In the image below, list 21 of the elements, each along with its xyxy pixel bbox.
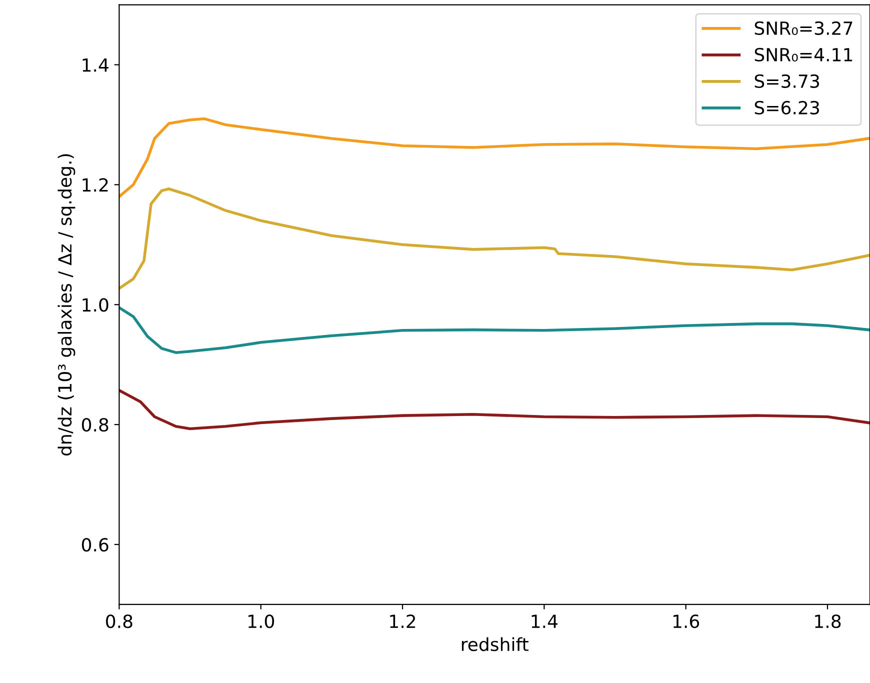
x-tick-label: 1.4 <box>532 614 558 628</box>
x-tick-label: 1.8 <box>815 614 841 628</box>
legend-label: S=6.23 <box>754 100 820 115</box>
x-tick-label: 1.2 <box>390 614 416 628</box>
legend-label: S=3.73 <box>754 74 820 88</box>
x-tick-label: 1.6 <box>673 614 700 628</box>
y-tick-label: 0.6 <box>82 538 108 552</box>
y-tick-label: 1.2 <box>82 178 108 192</box>
x-axis-title: redshift <box>462 637 528 652</box>
y-tick-label: 1.0 <box>82 298 108 312</box>
y-tick-label: 0.8 <box>82 418 108 432</box>
line-series <box>119 306 870 354</box>
line-series <box>119 388 870 430</box>
y-tick-label: 1.4 <box>82 58 108 72</box>
x-tick-label: 0.8 <box>106 614 132 628</box>
x-tick-label: 1.0 <box>248 614 274 628</box>
legend-label: SNR₀=4.11 <box>754 48 852 62</box>
line-series <box>119 117 870 198</box>
legend-label: SNR₀=3.27 <box>754 21 852 36</box>
line-series <box>119 187 870 290</box>
y-axis-title: dn/dz (10³ galaxies / Δz / sq.deg.) <box>58 154 76 456</box>
